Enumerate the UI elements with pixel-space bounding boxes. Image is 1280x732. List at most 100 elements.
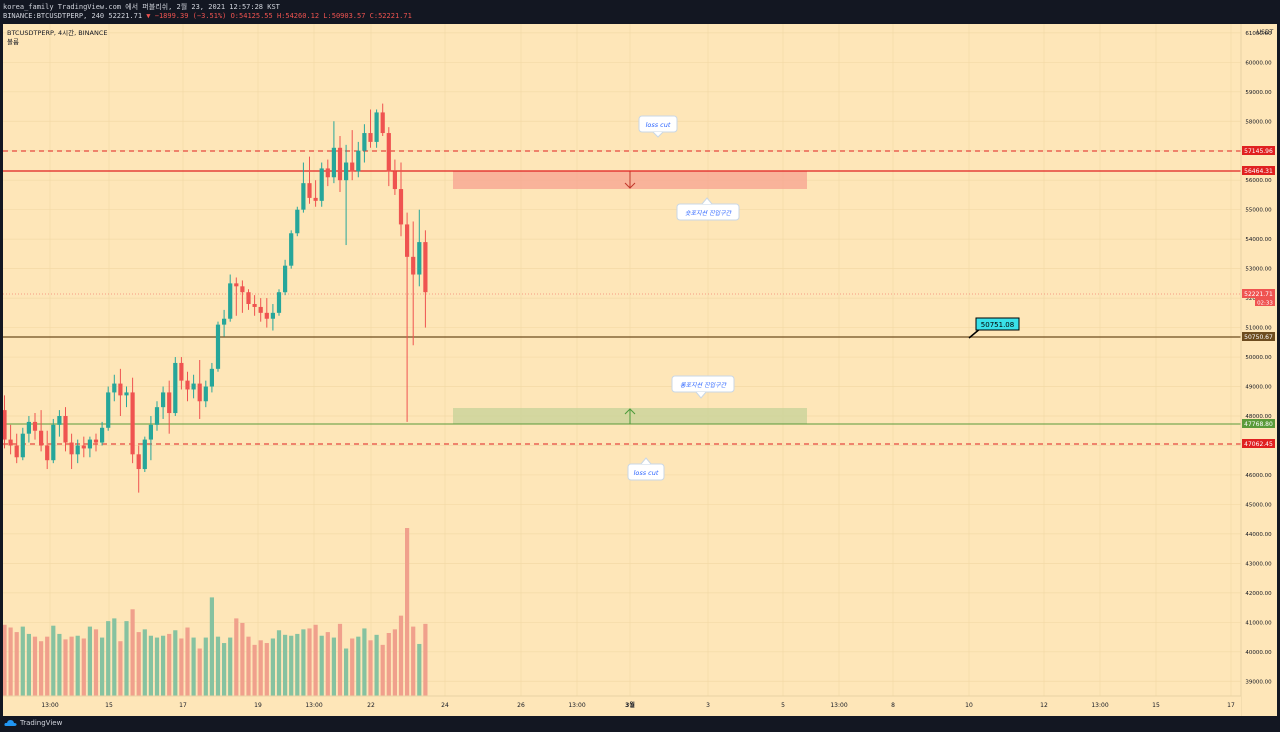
- volume-bar: [45, 636, 50, 696]
- volume-bar: [130, 609, 135, 696]
- volume-bar: [118, 641, 123, 696]
- candle-body: [417, 242, 422, 275]
- time-tick: 13:00: [41, 702, 58, 709]
- volume-bar: [362, 628, 367, 696]
- candle-body: [45, 445, 50, 461]
- volume-bar: [179, 638, 184, 696]
- price-callout-text: 50751.08: [981, 321, 1014, 329]
- volume-bar: [124, 621, 129, 696]
- volume-bar: [191, 637, 196, 696]
- candle-body: [362, 133, 367, 151]
- candle-body: [51, 424, 56, 461]
- volume-bar: [295, 633, 300, 696]
- candle-body: [32, 421, 38, 431]
- price-tick: 61000.00: [1245, 31, 1272, 37]
- volume-bar: [161, 635, 166, 696]
- candle-body: [283, 265, 288, 293]
- tag-countdown: [1255, 298, 1275, 306]
- time-tick: 13:00: [830, 702, 847, 709]
- volume-bar: [173, 630, 178, 696]
- price-tick: 43000.00: [1245, 561, 1272, 567]
- time-tick: 15: [105, 702, 113, 709]
- price-tick: 49000.00: [1245, 385, 1272, 391]
- volume-bar: [63, 639, 68, 696]
- candle-body: [118, 383, 123, 396]
- price-callout[interactable]: 50751.08: [968, 317, 1020, 339]
- time-tick: 13:00: [568, 702, 585, 709]
- candle-body: [331, 147, 336, 178]
- short-zone-label[interactable]: 숏포지션 진입구간: [676, 197, 740, 221]
- volume-bar: [167, 633, 172, 696]
- candle-body: [264, 312, 269, 319]
- price-chart[interactable]: loss cut 숏포지션 진입구간 50751.08 롱포지션 진입구간 lo…: [3, 24, 1277, 716]
- volume-bar: [26, 633, 31, 696]
- footer: TradingView: [0, 716, 1280, 732]
- candle-body: [380, 112, 385, 134]
- price-tick: 54000.00: [1245, 237, 1272, 243]
- time-tick: 13:00: [1091, 702, 1108, 709]
- volume-bar: [142, 629, 147, 696]
- candle-body: [313, 197, 318, 201]
- candle-body: [93, 439, 99, 443]
- price-axis[interactable]: [1241, 24, 1277, 716]
- volume-bar: [380, 644, 385, 696]
- time-tick: 19: [254, 702, 262, 709]
- time-tick: 8: [891, 702, 895, 709]
- volume-bar: [392, 629, 397, 696]
- time-tick: 3월: [625, 701, 635, 709]
- volume-bar: [32, 636, 38, 696]
- tradingview-logo[interactable]: TradingView: [4, 719, 62, 727]
- short-arrow-head-icon: [624, 182, 636, 189]
- volume-bar: [136, 632, 141, 696]
- price-tick: 59000.00: [1245, 90, 1272, 96]
- volume-bar: [344, 648, 349, 696]
- time-tick: 24: [441, 702, 449, 709]
- volume-bar: [8, 627, 13, 696]
- price-tick: 46000.00: [1245, 473, 1272, 479]
- volume-bar: [197, 648, 202, 696]
- volume-bar: [69, 636, 74, 696]
- time-tick: 17: [1227, 702, 1235, 709]
- chart-background: [3, 24, 1277, 716]
- candle-body: [234, 283, 239, 287]
- volume-bar: [246, 636, 251, 696]
- candle-body: [203, 386, 208, 402]
- symbol-quote: BINANCE:BTCUSDTPERP, 240 52221.71: [3, 12, 143, 20]
- candle-body: [307, 183, 312, 198]
- candle-body: [124, 392, 129, 396]
- volume-bar: [258, 640, 263, 696]
- candle-body: [350, 162, 355, 172]
- candle-body: [325, 168, 330, 178]
- time-tick: 12: [1040, 702, 1048, 709]
- time-tick: 13:00: [305, 702, 322, 709]
- volume-bar: [185, 627, 190, 696]
- candle-body: [87, 439, 92, 449]
- volume-bar: [301, 629, 306, 696]
- loss-cut-top-label[interactable]: loss cut: [638, 115, 678, 138]
- candle-body: [289, 233, 294, 266]
- candle-body: [112, 383, 117, 393]
- volume-bar: [350, 638, 355, 696]
- loss-cut-bottom-label[interactable]: loss cut: [627, 457, 665, 481]
- volume-bar: [276, 630, 282, 696]
- candle-body: [398, 189, 404, 225]
- price-tick: 50000.00: [1245, 355, 1272, 361]
- price-tick: 60000.00: [1245, 60, 1272, 66]
- candle-body: [161, 392, 166, 408]
- tag-resistance: [1242, 166, 1275, 175]
- volume-bar: [51, 625, 56, 696]
- chart-area[interactable]: loss cut 숏포지션 진입구간 50751.08 롱포지션 진입구간 lo…: [3, 24, 1277, 716]
- long-zone-text: 롱포지션 진입구간: [680, 382, 728, 389]
- candle-body: [154, 407, 160, 425]
- price-tick: 51000.00: [1245, 326, 1272, 332]
- volume-bar: [374, 634, 379, 696]
- short-zone-text: 숏포지션 진입구간: [685, 210, 733, 217]
- time-ticks: 13:00 15 17 19 13:00 22 24 26 13:00 3월 3 5 13:00 8 10 1…: [41, 701, 1235, 709]
- candle-body: [14, 445, 19, 458]
- candle-body: [295, 209, 300, 234]
- price-tick: 55000.00: [1245, 208, 1272, 214]
- volume-bar: [313, 624, 318, 696]
- long-zone-label[interactable]: 롱포지션 진입구간: [671, 375, 735, 399]
- price-tick: 45000.00: [1245, 502, 1272, 508]
- time-axis[interactable]: [3, 696, 1241, 716]
